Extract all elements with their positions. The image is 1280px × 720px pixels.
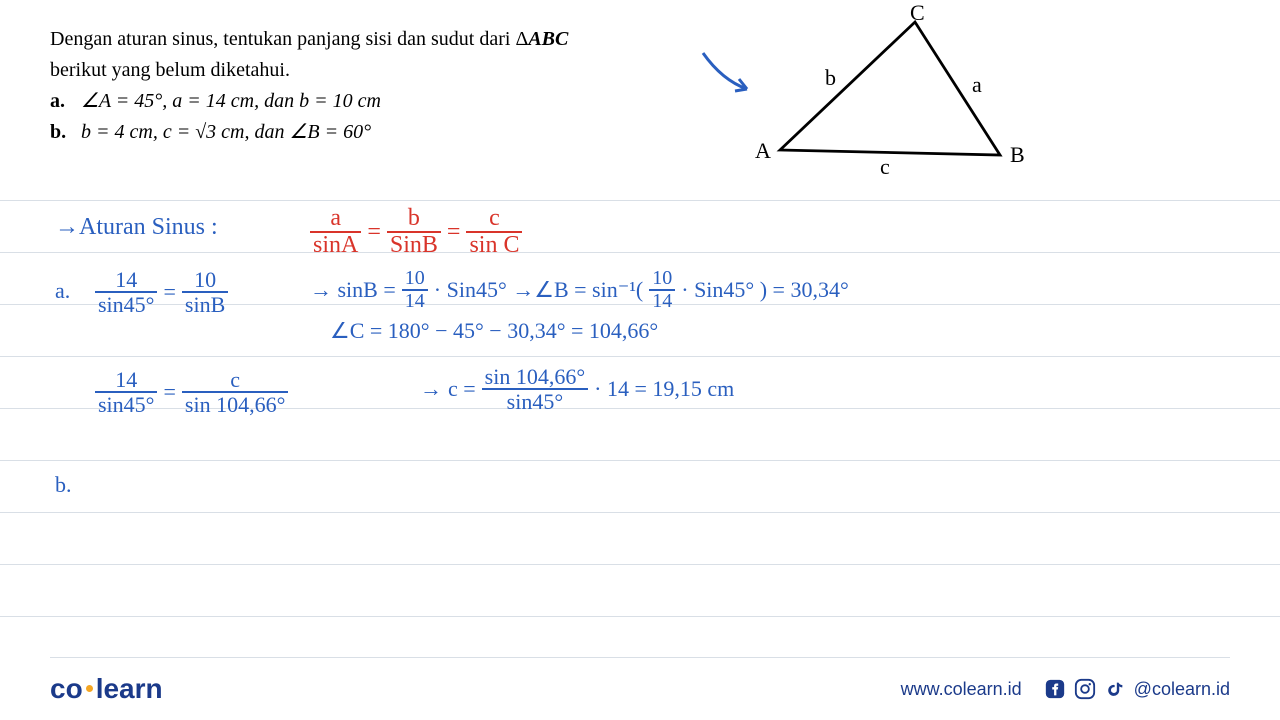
s1-eq: = — [163, 279, 175, 305]
s3-fd: sin45° — [504, 390, 566, 413]
a-step3-left: 14sin45° = csin 104,66° — [95, 368, 288, 416]
s3-ln: 14 — [112, 368, 140, 391]
footer-right: www.colearn.id @colearn.id — [901, 678, 1230, 700]
vertex-B: B — [1010, 142, 1025, 168]
eq2: = — [447, 219, 461, 246]
s3-fn: sin 104,66° — [482, 365, 588, 388]
rule-sinA: sinA — [310, 233, 361, 258]
part-a-label: a. — [55, 278, 70, 304]
s3-eq: = — [163, 379, 175, 405]
footer-handle: @colearn.id — [1134, 679, 1230, 700]
s1-lnum: 14 — [112, 268, 140, 291]
s3-ld: sin45° — [95, 393, 157, 416]
problem-item-a: a. ∠A = 45°, a = 14 cm, dan b = 10 cm — [50, 87, 730, 116]
problem-item-b: b. b = 4 cm, c = √3 cm, dan ∠B = 60° — [50, 118, 730, 147]
s1-rnum: 10 — [191, 268, 219, 291]
triangle-name: ABC — [528, 28, 568, 50]
s1-lden: sin45° — [95, 293, 157, 316]
vertex-C: C — [910, 0, 925, 26]
social-icons: @colearn.id — [1044, 678, 1230, 700]
s1-mid-text: → sinB = — [310, 277, 396, 303]
side-c: c — [880, 154, 890, 180]
a-step1-left: 14sin45° = 10sinB — [95, 268, 228, 316]
rule-c: c — [486, 206, 503, 231]
problem-line-1: Dengan aturan sinus, tentukan panjang si… — [50, 25, 730, 54]
a-step1-mid: → sinB = 1014 · Sin45° →∠B = sin⁻¹( 1014… — [310, 268, 849, 312]
s1-rden: sinB — [182, 293, 228, 316]
sine-rule: asinA = bSinB = csin C — [310, 206, 522, 258]
s3-ceq: c = — [448, 376, 476, 402]
brand-logo: colearn — [50, 673, 163, 705]
s3-arrow: → — [420, 376, 442, 402]
triangle-diagram: A B C a b c — [720, 10, 1220, 180]
item-b-label: b. — [50, 118, 76, 147]
s3-rd: sin 104,66° — [182, 393, 288, 416]
vertex-A: A — [755, 138, 771, 164]
problem-text-1: Dengan aturan sinus, tentukan panjang si… — [50, 28, 528, 50]
item-b-text: b = 4 cm, c = √3 cm, dan ∠B = 60° — [81, 121, 371, 143]
instagram-icon — [1074, 678, 1096, 700]
s1-f2d: 14 — [402, 291, 428, 312]
problem-line-2: berikut yang belum diketahui. — [50, 56, 730, 85]
rule-sinB: SinB — [387, 233, 441, 258]
rule-heading: →Aturan Sinus : — [55, 214, 218, 241]
rule-heading-text: →Aturan Sinus : — [55, 214, 218, 240]
s1-in-n: 10 — [649, 268, 675, 289]
side-b: b — [825, 65, 836, 91]
problem-statement: Dengan aturan sinus, tentukan panjang si… — [50, 25, 730, 147]
footer: colearn www.colearn.id @colearn.id — [0, 658, 1280, 720]
s1-f2n: 10 — [402, 268, 428, 289]
side-a: a — [972, 72, 982, 98]
part-b-label: b. — [55, 472, 72, 498]
brand-learn: learn — [96, 673, 163, 704]
s1-tail: · Sin45° →∠B = sin⁻¹( — [434, 277, 643, 303]
s1-in-d: 14 — [649, 291, 675, 312]
brand-co: co — [50, 673, 83, 704]
a-step2: ∠C = 180° − 45° − 30,34° = 104,66° — [330, 318, 658, 344]
rule-sinC: sin C — [466, 233, 522, 258]
item-a-label: a. — [50, 87, 76, 116]
footer-url: www.colearn.id — [901, 679, 1022, 700]
rule-a: a — [327, 206, 344, 231]
s3-rn: c — [227, 368, 243, 391]
item-a-text: ∠A = 45°, a = 14 cm, dan b = 10 cm — [81, 90, 381, 112]
page: Dengan aturan sinus, tentukan panjang si… — [0, 0, 1280, 720]
brand-dot-icon — [86, 685, 93, 692]
eq1: = — [367, 219, 381, 246]
s1-tail2: · Sin45° ) = 30,34° — [681, 277, 849, 303]
tiktok-icon — [1104, 678, 1126, 700]
s3-tail: · 14 = 19,15 cm — [594, 376, 734, 402]
facebook-icon — [1044, 678, 1066, 700]
a-step3-right: → c = sin 104,66°sin45° · 14 = 19,15 cm — [420, 365, 734, 413]
rule-b: b — [405, 206, 423, 231]
